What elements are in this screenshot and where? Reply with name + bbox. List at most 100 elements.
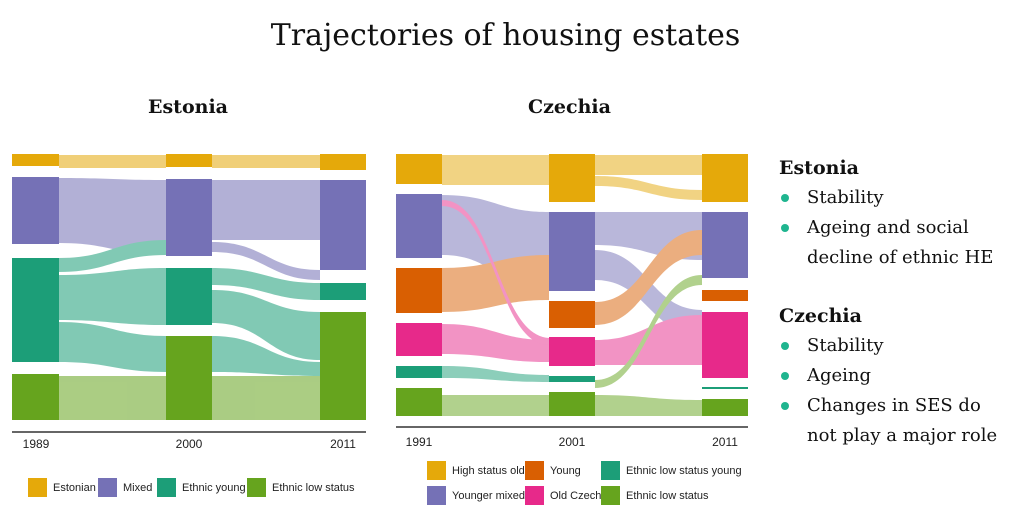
legend-label: High status old <box>452 464 525 477</box>
node-2011-estonian <box>320 154 366 170</box>
estonia-legend: Estonian Mixed Ethnic young Ethnic low s… <box>28 478 378 500</box>
flow-ethnic-young-2 <box>59 268 166 325</box>
flow-young-1 <box>442 255 549 312</box>
summary-estonia-list: Stability Ageing and social decline of e… <box>779 183 1011 273</box>
node-2001-young <box>549 301 595 328</box>
flow-ethnic-young-3 <box>59 322 166 372</box>
list-item-text: Ageing <box>807 365 872 386</box>
summary-czechia-heading: Czechia <box>779 305 862 327</box>
estonia-year-3: 2011 <box>330 437 356 451</box>
node-1991-elsy <box>396 366 442 378</box>
flow-els-3 <box>595 275 702 388</box>
estonia-year-2: 2000 <box>176 437 203 451</box>
czechia-year-3: 2011 <box>712 435 738 449</box>
bullet-icon <box>781 402 789 410</box>
node-1991-els <box>396 388 442 416</box>
node-1991-young <box>396 268 442 313</box>
bullet-icon <box>781 342 789 350</box>
node-2000-ethnic-low <box>166 336 212 420</box>
node-2000-mixed <box>166 179 212 256</box>
node-2011-els <box>702 399 748 416</box>
czechia-heading: Czechia <box>528 96 611 118</box>
node-2011-young <box>702 290 748 301</box>
bullet-icon <box>781 224 789 232</box>
legend-item: High status old <box>427 461 525 480</box>
legend-item: Ethnic low status <box>601 486 709 505</box>
page-title: Trajectories of housing estates <box>270 18 741 53</box>
flow-oc-3 <box>595 315 702 365</box>
czechia-year-2: 2001 <box>559 435 586 449</box>
node-2000-estonian <box>166 154 212 167</box>
legend-swatch <box>601 461 620 480</box>
node-2001-ym <box>549 212 595 291</box>
flow-ethnic-low-2 <box>212 376 320 420</box>
legend-label: Mixed <box>123 481 153 494</box>
legend-label: Old Czech <box>550 489 602 502</box>
czechia-sankey: 1991 2001 2011 <box>396 154 748 449</box>
node-1991-oc <box>396 323 442 356</box>
node-2001-elsy <box>549 376 595 382</box>
legend-label: Ethnic low status <box>272 481 355 494</box>
legend-swatch <box>247 478 266 497</box>
node-1989-mixed <box>12 177 59 244</box>
legend-swatch <box>157 478 176 497</box>
legend-item: Ethnic young <box>157 478 246 497</box>
list-item-text: Changes in SES do not play a major role <box>807 395 998 446</box>
flow-ym-3 <box>595 250 702 335</box>
node-1991-hso <box>396 154 442 184</box>
flow-ethnic-young-6 <box>212 336 320 376</box>
legend-label: Younger mixed <box>452 489 525 502</box>
node-2011-elsy <box>702 387 748 389</box>
summary-czechia-list: Stability Ageing Changes in SES do not p… <box>779 331 1011 451</box>
flow-mixed-1 <box>59 178 166 255</box>
list-item: Ageing and social decline of ethnic HE <box>779 213 1011 273</box>
flow-ethnic-young-1 <box>59 240 166 272</box>
node-2011-hso <box>702 154 748 202</box>
flow-ethnic-young-4 <box>212 268 320 300</box>
legend-item: Younger mixed <box>427 486 525 505</box>
legend-item: Young <box>525 461 581 480</box>
flow-els-2 <box>595 395 702 416</box>
czechia-year-1: 1991 <box>406 435 433 449</box>
node-2011-mixed <box>320 180 366 270</box>
list-item: Stability <box>779 331 1011 361</box>
legend-swatch <box>98 478 117 497</box>
list-item: Ageing <box>779 361 1011 391</box>
flow-els-1 <box>442 395 549 416</box>
node-2001-els <box>549 392 595 416</box>
flow-ethnic-low-1 <box>59 376 166 420</box>
node-2011-oc <box>702 312 748 378</box>
list-item: Stability <box>779 183 1011 213</box>
flow-ethnic-young-5 <box>212 290 320 360</box>
list-item: Changes in SES do not play a major role <box>779 391 1011 451</box>
legend-swatch <box>525 486 544 505</box>
legend-label: Estonian <box>53 481 96 494</box>
node-2000-ethnic-young <box>166 268 212 325</box>
estonia-sankey: 1989 2000 2011 <box>12 154 366 451</box>
node-1989-estonian <box>12 154 59 166</box>
flow-elsy-1 <box>442 366 549 382</box>
legend-swatch <box>601 486 620 505</box>
legend-swatch <box>28 478 47 497</box>
node-1989-ethnic-low <box>12 374 59 420</box>
flow-mixed-2 <box>212 180 320 240</box>
legend-item: Estonian <box>28 478 96 497</box>
legend-swatch <box>427 461 446 480</box>
flow-oc-2 <box>442 200 549 345</box>
estonia-heading: Estonia <box>148 96 228 118</box>
node-2011-ym <box>702 212 748 278</box>
legend-label: Ethnic low status young <box>626 464 742 477</box>
legend-swatch <box>427 486 446 505</box>
node-2001-oc <box>549 337 595 366</box>
node-2011-ethnic-young <box>320 283 366 300</box>
czechia-legend: High status old Young Ethnic low status … <box>427 461 767 511</box>
node-2011-ethnic-low <box>320 312 366 420</box>
node-1991-ym <box>396 194 442 258</box>
legend-label: Ethnic low status <box>626 489 709 502</box>
node-2001-hso <box>549 154 595 202</box>
summary-estonia-heading: Estonia <box>779 157 859 179</box>
legend-item: Mixed <box>98 478 152 497</box>
list-item-text: Stability <box>807 187 884 208</box>
summary-panel: Estonia Stability Ageing and social decl… <box>779 153 1011 451</box>
bullet-icon <box>781 194 789 202</box>
